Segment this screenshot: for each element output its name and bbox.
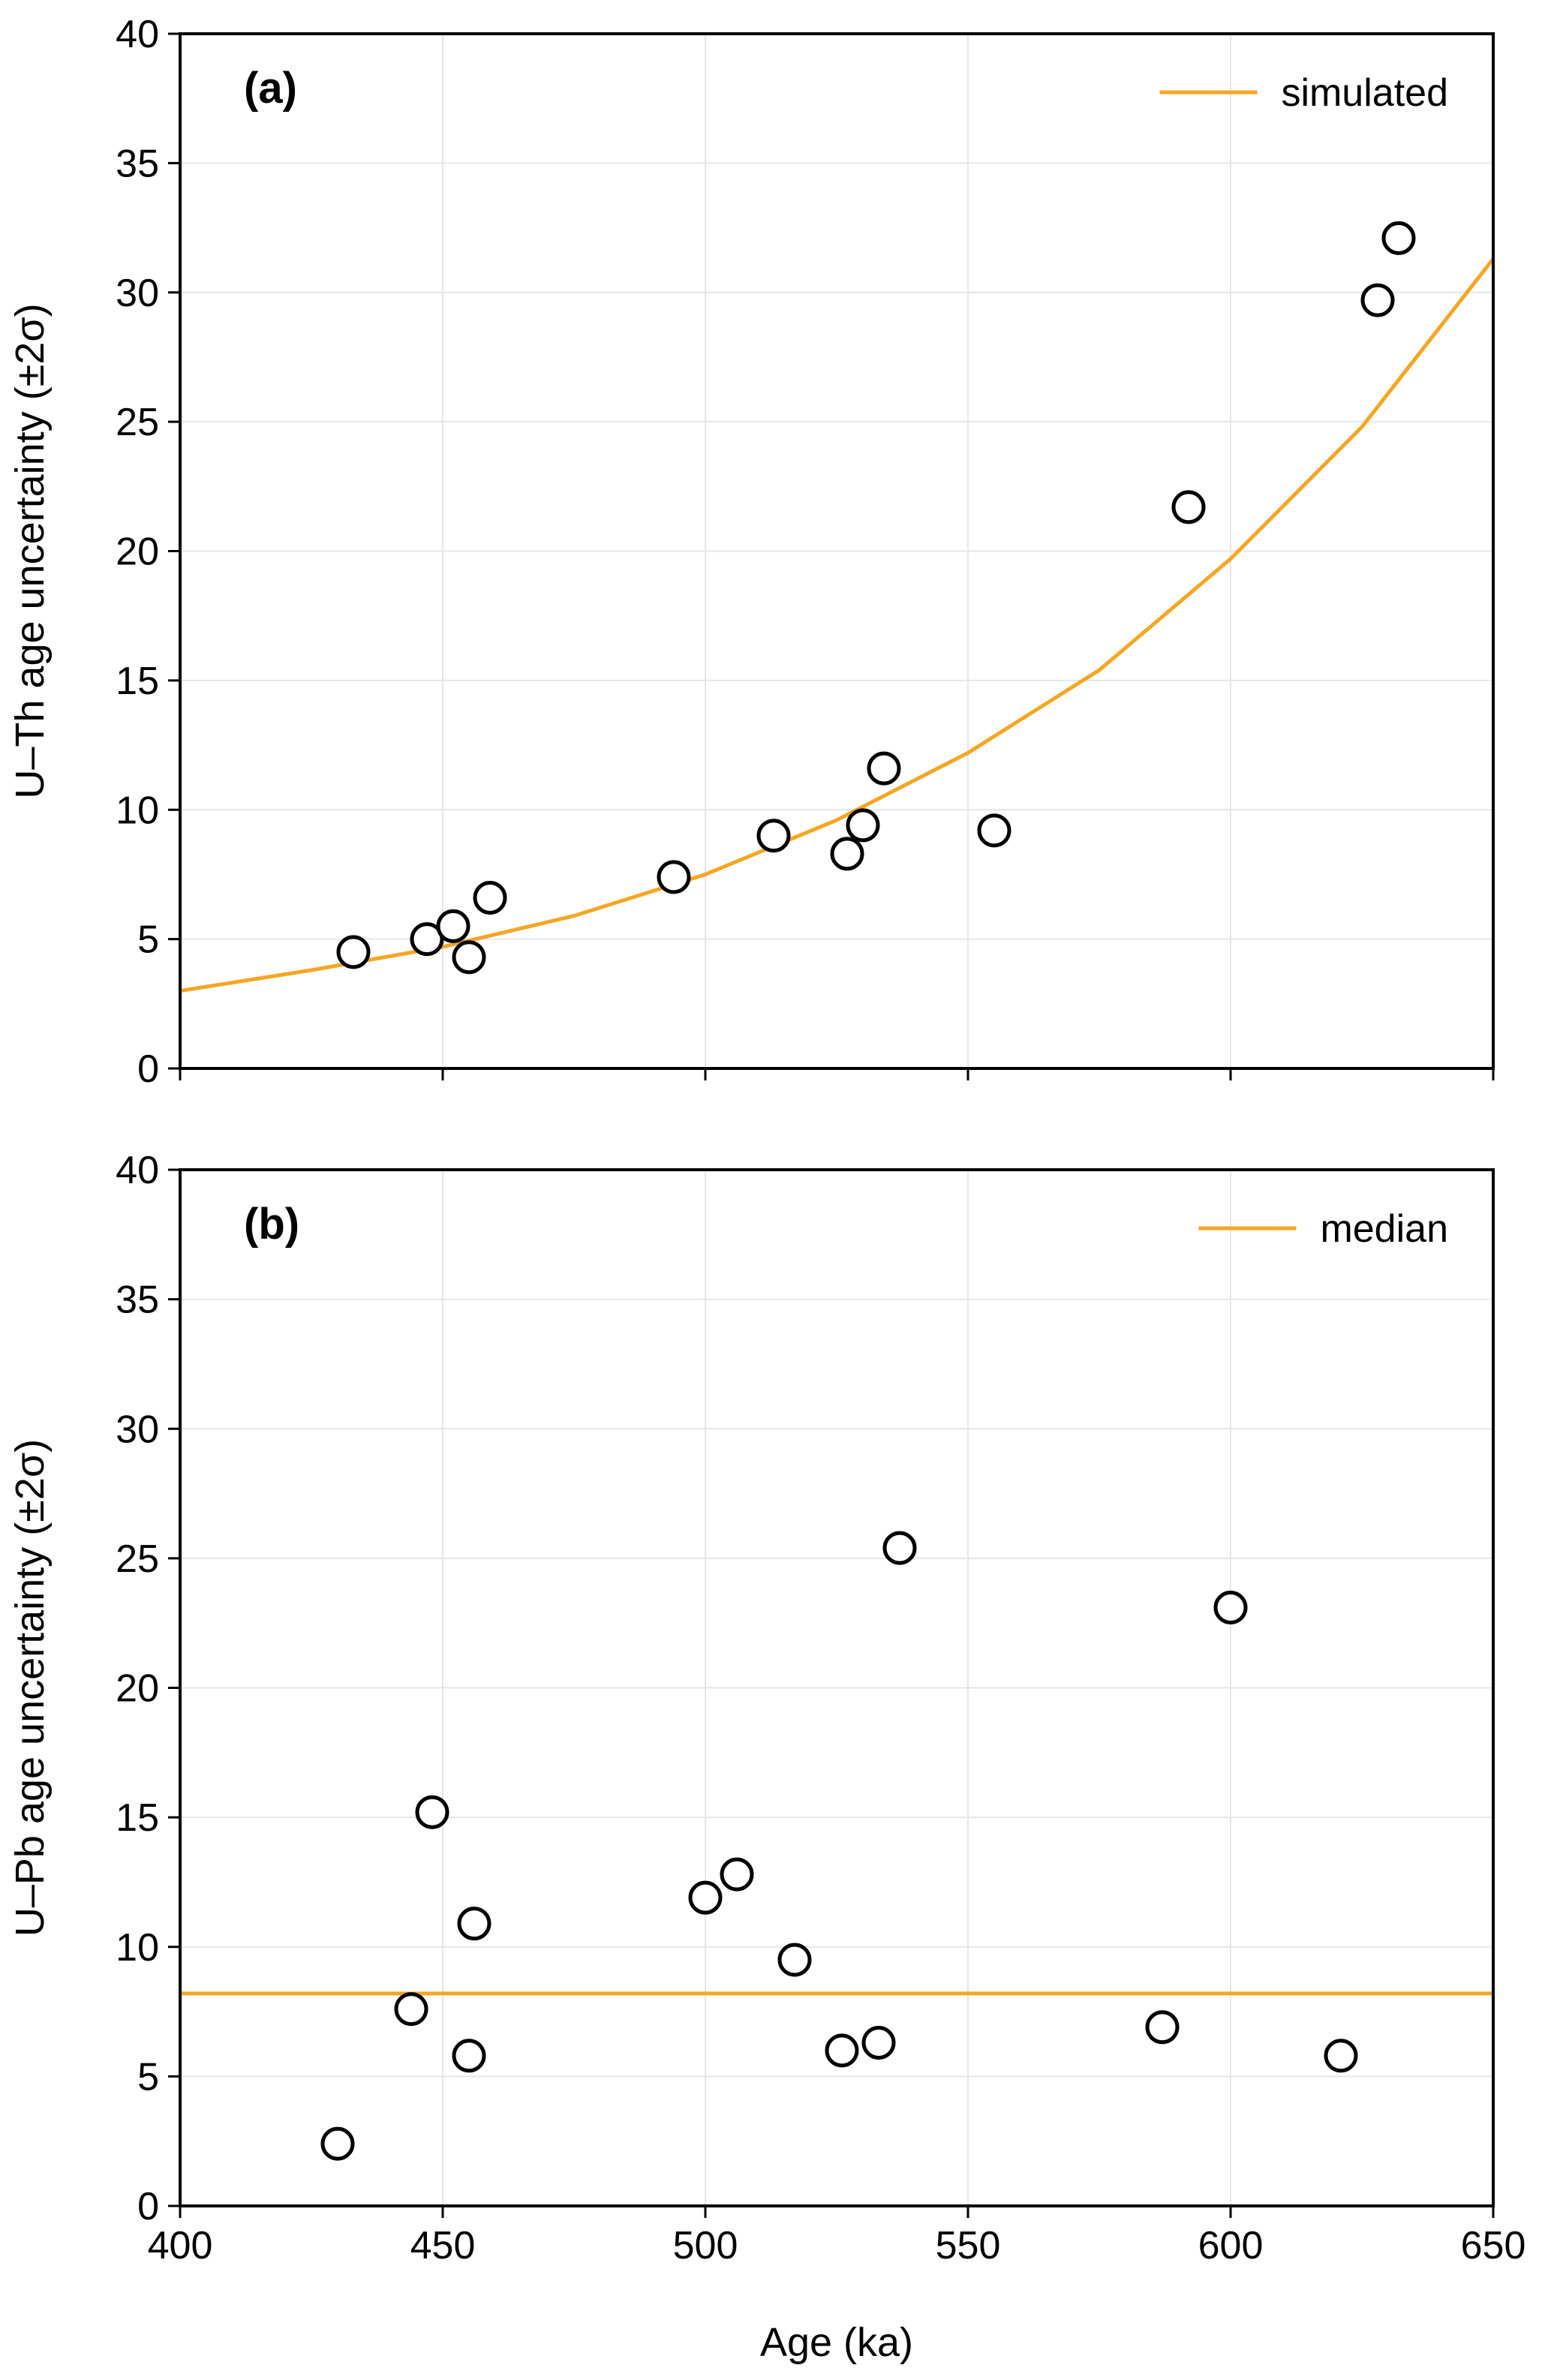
x-tick-label: 650 — [1461, 2224, 1526, 2267]
data-point — [336, 935, 371, 969]
y-tick-label: 5 — [137, 2055, 159, 2099]
data-point — [867, 751, 901, 786]
data-point — [861, 2025, 896, 2060]
data-point — [688, 1880, 723, 1915]
data-point — [457, 1907, 491, 1941]
data-point — [1381, 221, 1416, 255]
data-point — [830, 837, 864, 871]
y-tick-label: 10 — [116, 789, 159, 832]
panel-label: (a) — [244, 64, 297, 113]
data-point — [320, 2126, 355, 2161]
y-tick-label: 25 — [116, 1537, 159, 1581]
y-tick-label: 40 — [116, 13, 159, 56]
x-tick-label: 600 — [1198, 2224, 1264, 2267]
y-tick-label: 40 — [116, 1149, 159, 1192]
y-tick-label: 30 — [116, 1408, 159, 1451]
y-axis-title: U–Pb age uncertainty (±2σ) — [8, 1439, 53, 1937]
data-point — [1213, 1590, 1248, 1624]
data-point — [882, 1531, 917, 1565]
y-tick-label: 30 — [116, 272, 159, 315]
data-point — [473, 880, 507, 915]
data-point — [452, 2039, 486, 2073]
plot-frame — [179, 1168, 1495, 2207]
x-axis-title: Age (ka) — [760, 2320, 913, 2365]
y-tick-label: 35 — [116, 142, 159, 185]
y-tick-label: 0 — [137, 2185, 159, 2228]
data-point — [452, 940, 486, 975]
data-point — [415, 1795, 449, 1829]
legend-label: simulated — [1281, 71, 1448, 115]
data-point — [1360, 283, 1395, 317]
data-point — [756, 819, 791, 853]
data-point — [1171, 490, 1206, 524]
data-point — [394, 1992, 428, 2027]
data-point — [1324, 2039, 1358, 2073]
data-point — [720, 1857, 754, 1892]
data-point — [846, 808, 880, 843]
data-point — [657, 860, 691, 894]
data-point — [1145, 2010, 1180, 2045]
data-point — [977, 813, 1011, 848]
data-point — [410, 922, 444, 957]
x-tick-label: 450 — [410, 2224, 476, 2267]
x-tick-label: 400 — [148, 2224, 213, 2267]
data-point — [825, 2033, 859, 2068]
plot-frame — [179, 32, 1495, 1070]
y-tick-label: 35 — [116, 1279, 159, 1322]
x-tick-label: 550 — [936, 2224, 1001, 2267]
y-tick-label: 5 — [137, 918, 159, 962]
x-tick-label: 500 — [673, 2224, 738, 2267]
y-tick-label: 0 — [137, 1047, 159, 1091]
y-axis-title: U–Th age uncertainty (±2σ) — [8, 303, 53, 798]
y-tick-label: 10 — [116, 1926, 159, 1970]
panel-a: 0 5 10 15 20 25 30 35 40 U–Th age uncertainty (±2… — [8, 13, 1495, 1091]
y-tick-label: 20 — [116, 1667, 159, 1711]
y-tick-label: 20 — [116, 530, 159, 574]
y-tick-label: 15 — [116, 1796, 159, 1840]
legend-label: median — [1320, 1207, 1448, 1251]
data-point — [777, 1943, 812, 1977]
data-point — [436, 909, 470, 943]
y-tick-label: 25 — [116, 401, 159, 444]
series-line-simulated — [179, 257, 1495, 993]
y-tick-label: 15 — [116, 660, 159, 703]
panel-b: 0 5 10 15 20 25 30 35 40 400 450 500 550 600 650 U–Pb a… — [8, 1149, 1525, 2365]
panel-label: (b) — [244, 1200, 299, 1249]
